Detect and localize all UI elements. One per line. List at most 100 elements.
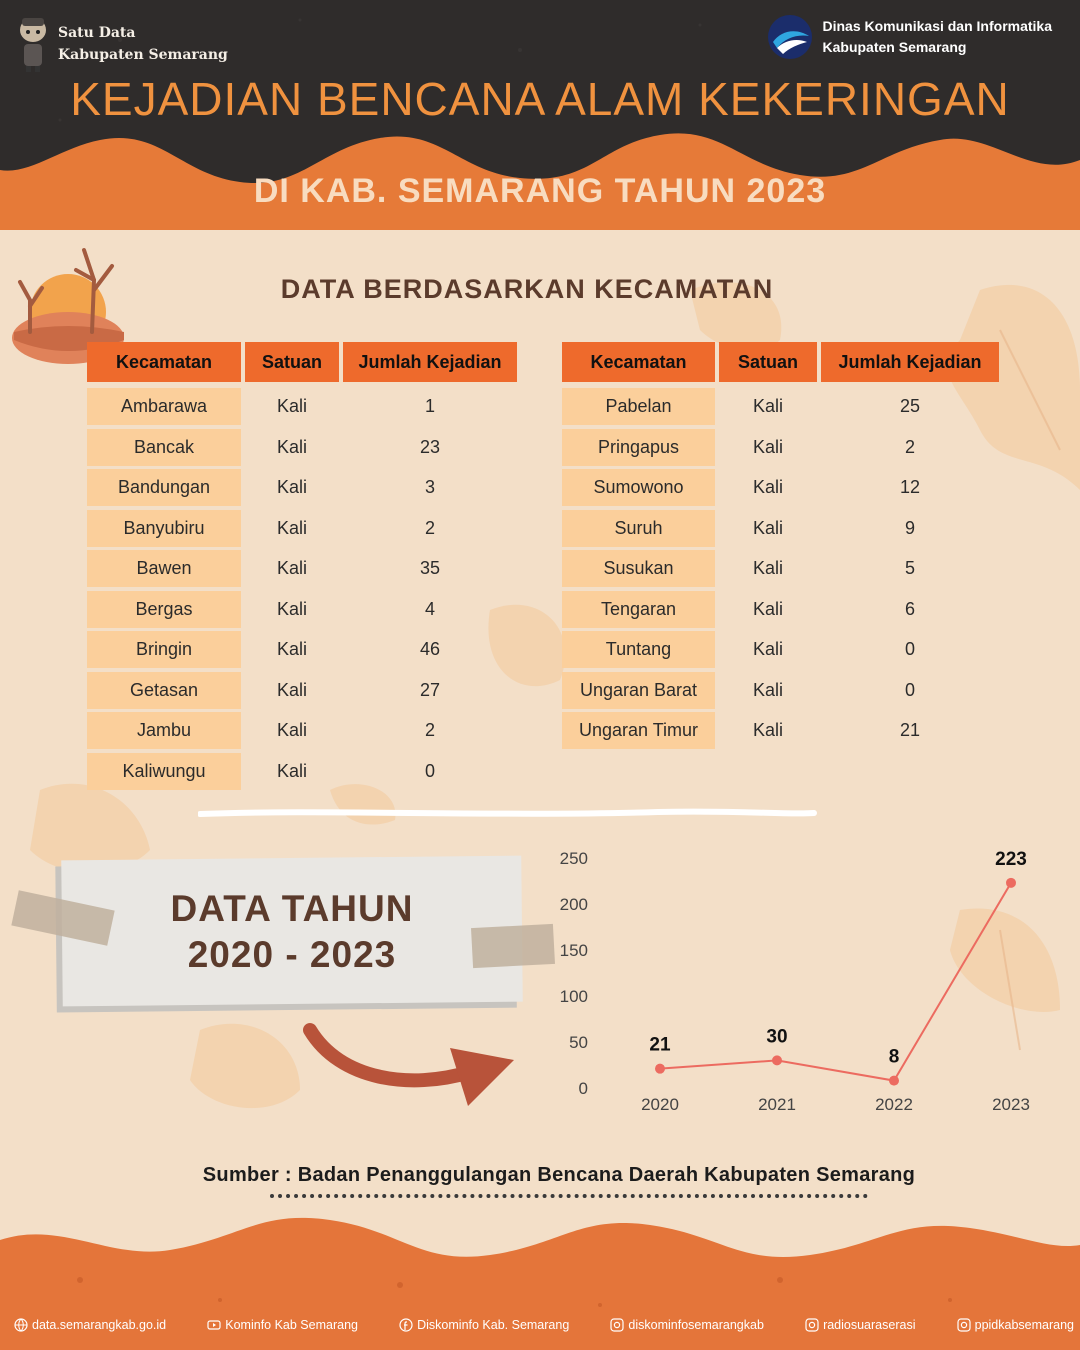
cell-satuan: Kali	[276, 679, 307, 700]
cell-satuan: Kali	[752, 639, 783, 659]
kominfo-logo-icon	[767, 15, 812, 59]
page-title: KEJADIAN BENCANA ALAM KEKERINGAN	[70, 73, 1010, 125]
cell-satuan: Kali	[752, 598, 783, 619]
cell-jumlah: 4	[424, 598, 435, 619]
data-point	[889, 1075, 899, 1086]
period-card-title: DATA TAHUN 2020 - 2023	[62, 886, 522, 978]
source-underline	[270, 1194, 868, 1198]
header-kecamatan: Kecamatan	[87, 342, 241, 382]
instagram-icon	[610, 1318, 625, 1332]
footer-links: data.semarangkab.go.id Kominfo Kab Semar…	[14, 1318, 1074, 1332]
table-row: Tuntang Kali 0	[562, 631, 1003, 668]
line-chart: 0 50 100 150 200 250 2020 2021 2022 2023 21 30 8 22…	[560, 849, 1030, 1114]
header-background	[0, 0, 1080, 230]
youtube-icon	[207, 1320, 221, 1330]
cell-jumlah: 12	[899, 477, 921, 497]
footer-background	[0, 1217, 1080, 1350]
footer-web[interactable]: data.semarangkab.go.id	[14, 1318, 166, 1332]
footer-instagram2[interactable]: radiosuaraserasi	[805, 1318, 915, 1332]
facebook-icon	[399, 1318, 413, 1332]
table-row: Pringapus Kali 2	[562, 428, 1003, 466]
header-satuan: Satuan	[245, 342, 339, 382]
header-jumlah: Jumlah Kejadian	[821, 342, 999, 382]
cell-kecamatan: Bandungan	[87, 469, 241, 506]
section-title: DATA BERDASARKAN KECAMATAN	[280, 274, 774, 304]
table-row: Getasan Kali 27	[87, 671, 521, 709]
footer-facebook-label: Diskominfo Kab. Semarang	[417, 1318, 570, 1332]
table-row: Ungaran Timur Kali 21	[562, 712, 1003, 749]
table-row: Suruh Kali 9	[562, 509, 1003, 547]
cell-satuan: Kali	[752, 396, 783, 416]
cell-kecamatan: Sumowono	[562, 469, 715, 506]
table-row: Bancak Kali 23	[87, 428, 521, 466]
footer-instagram1[interactable]: diskominfosemarangkab	[610, 1318, 764, 1332]
table-left: Kecamatan Satuan Jumlah Kejadian Ambaraw…	[87, 342, 521, 793]
table-row: Ambarawa Kali 1	[87, 388, 521, 425]
cell-jumlah: 21	[899, 720, 921, 740]
decorative-leaves	[30, 282, 1080, 1109]
cell-satuan: Kali	[752, 477, 783, 497]
cell-satuan: Kali	[752, 720, 783, 740]
table-row: Bringin Kali 46	[87, 631, 521, 668]
table-right: Kecamatan Satuan Jumlah Kejadian Pabelan…	[562, 342, 1003, 753]
cell-satuan: Kali	[752, 679, 783, 700]
data-point	[655, 1063, 665, 1074]
cell-kecamatan: Susukan	[562, 550, 715, 587]
instagram-icon	[957, 1318, 971, 1332]
table-row: Susukan Kali 5	[562, 550, 1003, 587]
y-tick-label: 200	[560, 895, 588, 914]
cell-jumlah: 2	[424, 720, 435, 740]
table-row: Jambu Kali 2	[87, 712, 521, 749]
cell-satuan: Kali	[276, 760, 307, 781]
footer-youtube[interactable]: Kominfo Kab Semarang	[207, 1318, 358, 1332]
cell-satuan: Kali	[752, 558, 783, 578]
footer-web-label: data.semarangkab.go.id	[32, 1318, 167, 1332]
y-tick-label: 150	[560, 941, 588, 960]
series-line	[659, 882, 1012, 1082]
table-row: Bandungan Kali 3	[87, 469, 521, 506]
data-label: 223	[995, 849, 1027, 870]
cell-kecamatan: Bringin	[87, 631, 241, 668]
footer-instagram3-label: ppidkabsemarang	[974, 1318, 1074, 1332]
cell-kecamatan: Kaliwungu	[87, 752, 241, 790]
brush-divider	[198, 808, 817, 817]
cell-satuan: Kali	[276, 639, 307, 659]
period-card-line1: DATA TAHUN	[170, 888, 414, 929]
header-jumlah: Jumlah Kejadian	[343, 342, 517, 382]
data-label: 8	[889, 1047, 900, 1068]
period-card-line2: 2020 - 2023	[187, 934, 397, 975]
footer-instagram3[interactable]: ppidkabsemarang	[957, 1318, 1074, 1332]
cell-kecamatan: Jambu	[87, 712, 241, 749]
table-row: Bawen Kali 35	[87, 550, 521, 587]
table-row: Ungaran Barat Kali 0	[562, 671, 1003, 709]
data-point	[772, 1055, 782, 1066]
footer-instagram2-label: radiosuaraserasi	[823, 1318, 916, 1332]
cell-kecamatan: Bancak	[87, 428, 241, 466]
table-header-row: Kecamatan Satuan Jumlah Kejadian	[562, 342, 1003, 382]
table-row: Kaliwungu Kali 0	[87, 752, 521, 790]
x-tick-label: 2023	[992, 1095, 1030, 1114]
cell-jumlah: 2	[904, 436, 915, 457]
cell-jumlah: 35	[419, 558, 441, 578]
table-row: Pabelan Kali 25	[562, 388, 1003, 425]
data-label: 21	[649, 1035, 671, 1056]
data-label: 30	[766, 1026, 787, 1047]
footer-facebook[interactable]: Diskominfo Kab. Semarang	[399, 1318, 569, 1332]
cell-satuan: Kali	[276, 558, 307, 578]
cell-kecamatan: Pabelan	[562, 388, 715, 425]
y-tick-label: 250	[560, 849, 588, 868]
cell-jumlah: 23	[419, 436, 441, 457]
cell-jumlah: 3	[424, 477, 435, 497]
brand-right-line1: Dinas Komunikasi dan Informatika	[822, 18, 1053, 34]
cell-satuan: Kali	[752, 517, 783, 538]
source-text: Sumber : Badan Penanggulangan Bencana Da…	[202, 1164, 916, 1186]
cell-satuan: Kali	[276, 598, 307, 619]
table-header-row: Kecamatan Satuan Jumlah Kejadian	[87, 342, 521, 382]
cell-kecamatan: Ungaran Barat	[562, 671, 715, 709]
cell-jumlah: 2	[424, 517, 435, 538]
table-row: Banyubiru Kali 2	[87, 509, 521, 547]
cell-kecamatan: Getasan	[87, 671, 241, 709]
cell-jumlah: 0	[424, 760, 435, 781]
table-row: Tengaran Kali 6	[562, 590, 1003, 628]
